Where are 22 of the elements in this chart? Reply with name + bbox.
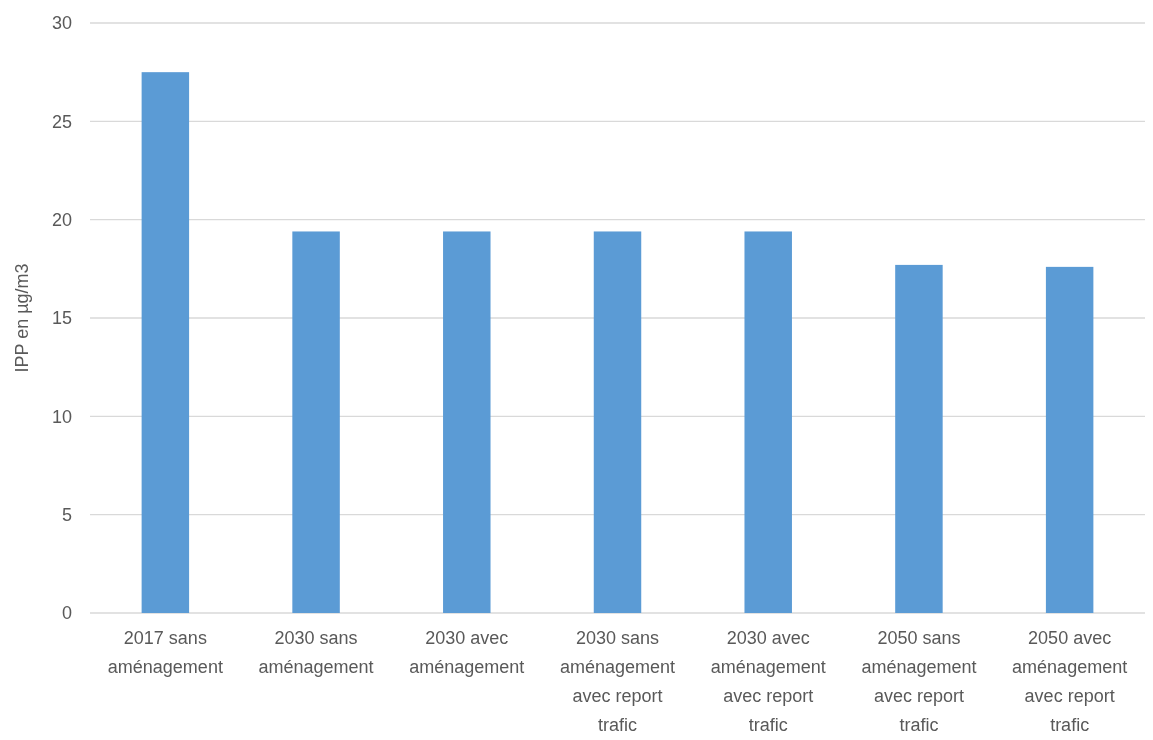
- y-tick-label: 20: [51, 209, 72, 230]
- x-tick-label: 2030 avec aménagement avec report trafic: [710, 628, 826, 735]
- x-tick-label: 2030 avec aménagement: [409, 628, 525, 677]
- bar: [1045, 266, 1094, 613]
- x-tick-label: 2050 sans aménagement avec report trafic: [861, 628, 977, 735]
- x-tick-label: 2030 sans aménagement avec report trafic: [559, 628, 676, 735]
- x-tick-label: 2030 sans aménagement: [258, 628, 374, 677]
- bar: [443, 231, 491, 613]
- bar: [895, 264, 943, 613]
- y-tick-label: 10: [51, 406, 72, 427]
- bar: [292, 231, 340, 613]
- y-tick-label: 5: [61, 504, 72, 525]
- bar: [141, 72, 190, 613]
- bar: [593, 231, 642, 613]
- y-axis-title: IPP en µg/m3: [12, 263, 32, 373]
- x-tick-label: 2050 avec aménagement avec report trafic: [1012, 628, 1128, 735]
- bar: [744, 231, 792, 613]
- y-tick-label: 30: [51, 13, 72, 34]
- y-tick-label: 0: [61, 603, 72, 624]
- x-tick-label: 2017 sans aménagement: [107, 628, 223, 677]
- y-tick-label: 25: [51, 111, 72, 132]
- y-tick-label: 15: [51, 308, 72, 329]
